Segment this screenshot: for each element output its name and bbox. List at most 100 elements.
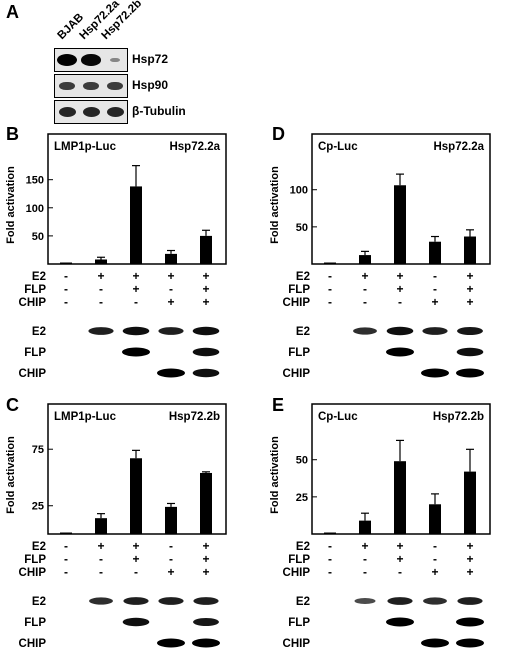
bar (394, 185, 406, 264)
chart-reporter-label: Cp-Luc (318, 411, 358, 423)
bar (394, 461, 406, 534)
condition-sign: + (431, 565, 438, 579)
condition-sign: + (361, 269, 368, 283)
bar (359, 520, 371, 534)
blot-band (192, 638, 220, 648)
panel-c: LMP1p-Luc Hsp72.2b Fold activation 25 75 E2- +… (0, 402, 260, 663)
condition-sign: - (363, 295, 367, 309)
blot-band (89, 597, 113, 605)
condition-sign: + (132, 539, 139, 553)
blot-band (456, 638, 484, 648)
blot-band (83, 81, 99, 91)
condition-sign: - (134, 565, 138, 579)
condition-sign: - (64, 282, 68, 296)
y-tick-label: 25 (296, 492, 308, 504)
y-axis-label: Fold activation (5, 436, 17, 514)
blot-row-label: FLP (24, 347, 46, 359)
condition-sign: + (202, 282, 209, 296)
condition-row-label: CHIP (19, 567, 47, 579)
blot-row-label: E2 (32, 596, 46, 608)
y-tick-label: 100 (26, 203, 44, 215)
condition-sign: - (398, 295, 402, 309)
blot-band (58, 107, 76, 117)
blot-band (386, 617, 414, 627)
chart-cell-line-label: Hsp72.2a (433, 141, 484, 153)
bar (324, 262, 336, 264)
condition-sign: - (169, 282, 173, 296)
blot-band (106, 107, 124, 117)
panel-a-letter: A (6, 2, 19, 22)
blot-band (158, 327, 184, 335)
blot-band (456, 617, 484, 627)
panel-e: Cp-Luc Hsp72.2b Fold activation 25 50 E2- + + - +… (264, 402, 520, 663)
condition-sign: - (328, 539, 332, 553)
condition-sign: + (466, 269, 473, 283)
blot-band (59, 81, 75, 91)
blot-band (353, 327, 377, 335)
condition-sign: - (398, 565, 402, 579)
condition-sign: + (167, 269, 174, 283)
condition-row-label: E2 (32, 541, 46, 553)
bar (130, 458, 142, 534)
bar (60, 262, 72, 264)
bar (165, 506, 177, 534)
condition-sign: - (64, 295, 68, 309)
blot-band (122, 347, 150, 357)
condition-row-label: E2 (296, 541, 310, 553)
condition-row-label: E2 (296, 271, 310, 283)
chart-reporter-label: Cp-Luc (318, 141, 358, 153)
blot-row-label: E2 (296, 326, 310, 338)
condition-row-label: FLP (24, 554, 46, 566)
bar (60, 532, 72, 534)
condition-sign: + (167, 295, 174, 309)
bar (95, 259, 107, 264)
blot-band (82, 107, 100, 117)
chart-reporter-label: LMP1p-Luc (54, 411, 117, 423)
condition-row-label: FLP (288, 554, 310, 566)
panel-b: LMP1p-Luc Hsp72.2a Fold activation 50 100 150… (0, 132, 260, 392)
bar (429, 504, 441, 534)
condition-row-label: CHIP (19, 297, 47, 309)
condition-sign: - (64, 552, 68, 566)
condition-sign: - (169, 552, 173, 566)
condition-row-label: FLP (24, 284, 46, 296)
blot-band (122, 617, 150, 627)
condition-sign: + (132, 282, 139, 296)
condition-sign: - (99, 565, 103, 579)
chart-cell-line-label: Hsp72.2b (433, 411, 484, 423)
blot-band (107, 81, 123, 91)
blot-hsp90 (54, 74, 128, 98)
blot-band (386, 326, 414, 336)
condition-sign: - (328, 565, 332, 579)
y-axis-label: Fold activation (269, 436, 281, 514)
blot-label-hsp72: Hsp72 (132, 52, 169, 66)
blot-band (122, 326, 150, 336)
condition-sign: + (466, 295, 473, 309)
condition-sign: + (466, 539, 473, 553)
blot-band (387, 597, 413, 605)
blot-row-label: FLP (24, 617, 46, 629)
condition-sign: - (99, 295, 103, 309)
blot-band (456, 368, 484, 378)
condition-sign: - (99, 552, 103, 566)
condition-sign: + (97, 539, 104, 553)
condition-sign: + (431, 295, 438, 309)
condition-sign: - (433, 269, 437, 283)
condition-sign: + (132, 552, 139, 566)
chart-cell-line-label: Hsp72.2b (169, 411, 220, 423)
condition-sign: - (328, 269, 332, 283)
blot-row-label: E2 (296, 596, 310, 608)
blot-row-label: CHIP (19, 638, 47, 650)
bar (130, 186, 142, 264)
condition-sign: - (328, 295, 332, 309)
condition-sign: - (328, 552, 332, 566)
y-axis-label: Fold activation (269, 166, 281, 244)
blot-band (456, 347, 484, 357)
condition-sign: + (202, 552, 209, 566)
y-tick-label: 100 (290, 185, 308, 197)
blot-band (193, 617, 219, 627)
blot-band (192, 368, 220, 378)
blot-band (81, 54, 101, 66)
